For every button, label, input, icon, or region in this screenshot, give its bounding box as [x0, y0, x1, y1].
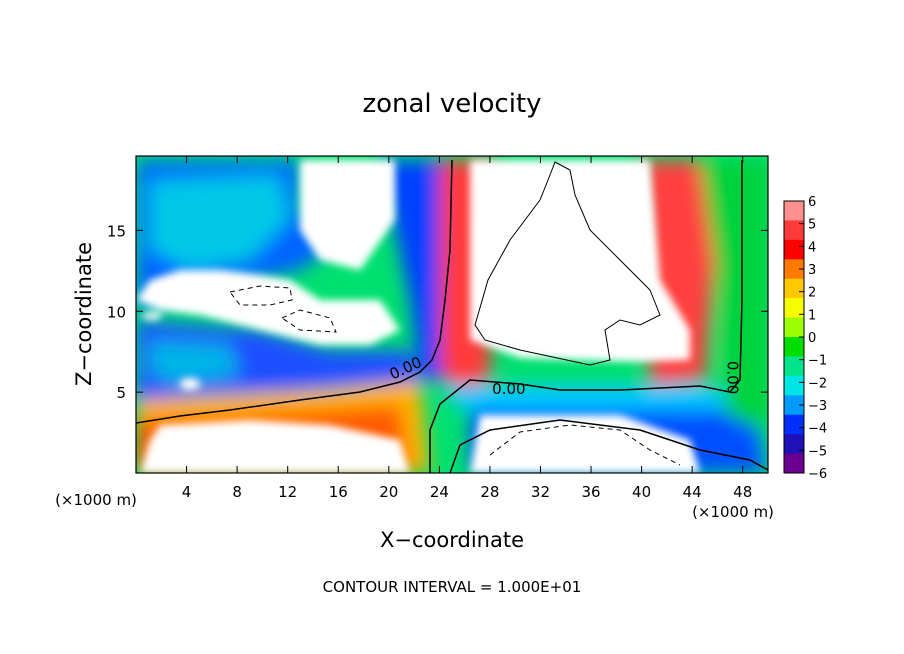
contour-label: 0.00 — [724, 361, 742, 394]
colorbar-tick-label: 0 — [808, 331, 816, 346]
x-axis: 4 8 12 16 20 24 28 32 36 40 44 48 — [182, 156, 752, 501]
x-tick-label: 32 — [531, 483, 550, 501]
colorbar-tick-label: 1 — [808, 308, 816, 323]
x-tick-label: 36 — [581, 483, 600, 501]
colorbar-segment — [784, 395, 804, 416]
contour-dashed-3 — [489, 424, 681, 466]
y-axis-title: Z−coordinate — [72, 242, 96, 386]
contour-zero-lower — [429, 160, 743, 473]
x-tick-label: 40 — [632, 483, 651, 501]
contour-labels: 0.000.00 0.00 — [387, 353, 742, 398]
colorbar-tick-label: −4 — [808, 422, 827, 437]
x-tick-label: 16 — [329, 483, 348, 501]
x-unit-label-right: (×1000 m) — [692, 503, 774, 521]
contour-zero-main — [136, 159, 453, 424]
y-axis: 5 10 15 — [107, 222, 768, 402]
colorbar: 6 5 4 3 2 1 0 −1 −2 −3 −4 −5 −6 — [783, 195, 827, 482]
colorbar-segment — [784, 337, 804, 357]
chart-title: zonal velocity — [362, 89, 541, 119]
x-tick-label: 24 — [430, 483, 449, 501]
colorbar-tick-label: 2 — [808, 286, 816, 301]
colorbar-tick-label: 4 — [808, 240, 816, 255]
contour-dashed-2 — [280, 309, 337, 333]
colorbar-tick-label: −6 — [808, 467, 827, 482]
contour-interval-note: CONTOUR INTERVAL = 1.000E+01 — [323, 578, 582, 596]
colorbar-tick-label: −3 — [808, 399, 827, 414]
x-tick-label: 4 — [182, 483, 192, 501]
x-tick-label: 20 — [379, 483, 398, 501]
colorbar-segment — [784, 298, 804, 319]
y-tick-label: 15 — [107, 222, 126, 240]
colorbar-segment — [784, 239, 804, 260]
x-tick-label: 8 — [232, 483, 242, 501]
x-tick-label: 28 — [480, 483, 499, 501]
plot-frame — [135, 155, 769, 474]
colorbar-segment — [784, 317, 804, 338]
contour-dashed-1 — [229, 285, 293, 306]
contour-zero-bottom — [449, 419, 768, 473]
colorbar-tick-label: 5 — [808, 218, 816, 233]
contour-lines — [136, 159, 768, 473]
x-tick-label: 12 — [278, 483, 297, 501]
contour-thin-white — [474, 161, 661, 366]
colorbar-tick-label: 3 — [808, 263, 816, 278]
colorbar-tick-label: −1 — [808, 354, 827, 369]
colorbar-segment — [784, 434, 804, 455]
colorbar-segment — [784, 259, 804, 280]
x-tick-label: 44 — [683, 483, 702, 501]
colorbar-segment — [784, 220, 804, 241]
heatmap-field — [136, 156, 768, 473]
x-axis-title: X−coordinate — [380, 528, 524, 552]
colorbar-segment — [784, 356, 804, 377]
colorbar-segment — [784, 201, 804, 221]
x-unit-label-left: (×1000 m) — [55, 491, 137, 509]
colorbar-segment — [784, 453, 804, 474]
y-tick-label: 10 — [107, 303, 126, 321]
contour-label: 0.00 — [492, 380, 525, 398]
y-tick-label: 5 — [116, 384, 126, 402]
colorbar-segment — [784, 375, 804, 396]
x-tick-label: 48 — [733, 483, 752, 501]
colorbar-tick-label: 6 — [808, 195, 816, 210]
colorbar-segment — [784, 278, 804, 299]
colorbar-segment — [784, 414, 804, 435]
colorbar-tick-label: −5 — [808, 444, 827, 459]
colorbar-tick-label: −2 — [808, 376, 827, 391]
